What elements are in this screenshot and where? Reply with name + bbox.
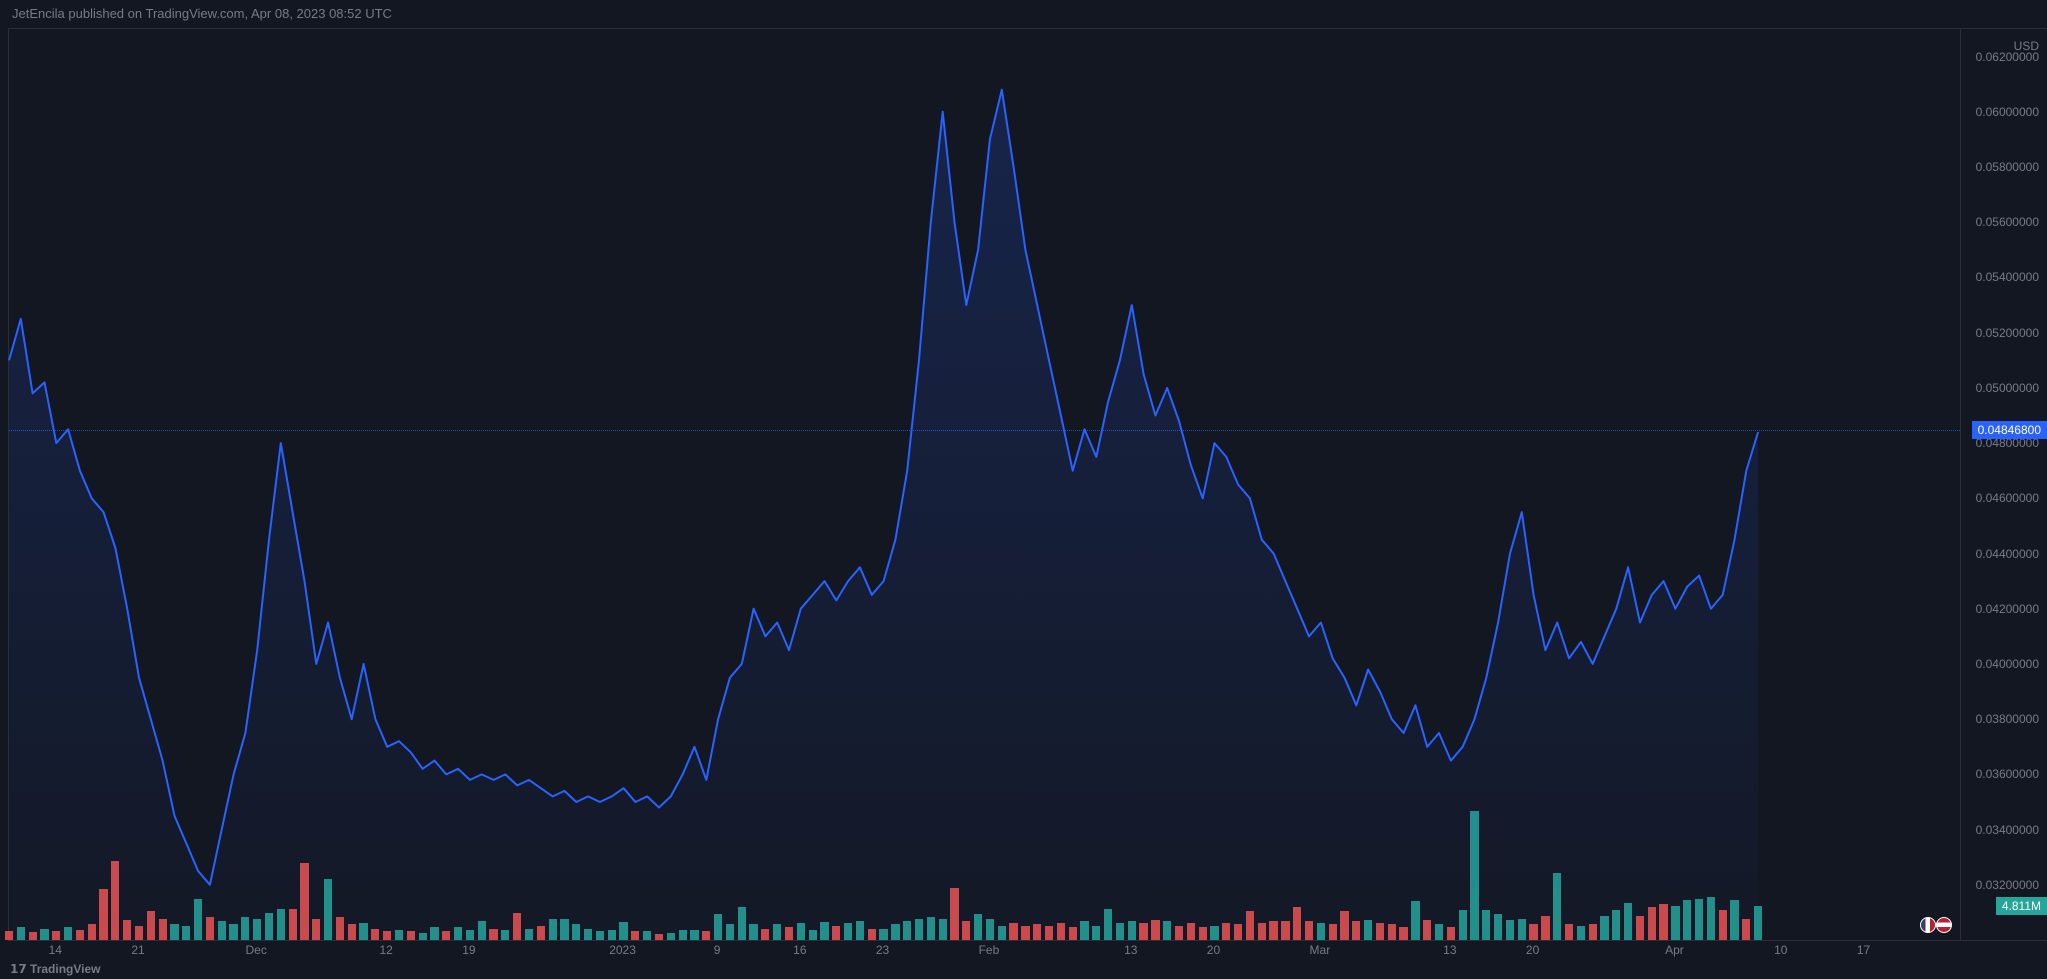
- x-tick-label: 14: [49, 943, 62, 957]
- y-tick-label: 0.03400000: [1976, 823, 2039, 837]
- y-tick-label: 0.06000000: [1976, 105, 2039, 119]
- x-tick-label: 20: [1526, 943, 1539, 957]
- x-tick-label: 19: [462, 943, 475, 957]
- x-tick-label: 2023: [609, 943, 636, 957]
- x-tick-label: 21: [131, 943, 144, 957]
- y-tick-label: 0.03200000: [1976, 878, 2039, 892]
- publish-timestamp: Apr 08, 2023 08:52 UTC: [251, 6, 392, 21]
- y-tick-label: 0.04400000: [1976, 547, 2039, 561]
- chart-area[interactable]: [8, 28, 1961, 941]
- chart-flags[interactable]: [1920, 916, 1952, 934]
- x-tick-label: Feb: [979, 943, 1000, 957]
- publish-header: JetEncila published on TradingView.com, …: [12, 6, 392, 21]
- published-text: published on: [68, 6, 142, 21]
- tradingview-logo-icon: 𝟭𝟳: [10, 962, 27, 976]
- x-tick-label: 9: [714, 943, 721, 957]
- x-tick-label: 13: [1124, 943, 1137, 957]
- x-tick-label: 13: [1443, 943, 1456, 957]
- x-tick-label: Mar: [1310, 943, 1331, 957]
- publisher-name: JetEncila: [12, 6, 65, 21]
- y-tick-label: 0.04000000: [1976, 657, 2039, 671]
- x-tick-label: 23: [876, 943, 889, 957]
- y-tick-label: 0.05200000: [1976, 326, 2039, 340]
- price-chart-svg: [9, 29, 1960, 940]
- site-link[interactable]: TradingView.com: [146, 6, 245, 21]
- y-tick-label: 0.05400000: [1976, 270, 2039, 284]
- y-axis[interactable]: USD 0.062000000.060000000.058000000.0560…: [1961, 28, 2047, 941]
- x-axis[interactable]: 14 21 Dec 12 19 2023 9 16 23 Feb 13 20 Mar 13 20 Apr 10 1…: [8, 941, 1961, 961]
- x-tick-label: 16: [793, 943, 806, 957]
- y-tick-label: 0.04200000: [1976, 602, 2039, 616]
- x-tick-label: Dec: [246, 943, 267, 957]
- y-tick-label: 0.03600000: [1976, 767, 2039, 781]
- y-tick-label: 0.03800000: [1976, 712, 2039, 726]
- x-tick-label: 12: [380, 943, 393, 957]
- y-tick-label: 0.06200000: [1976, 50, 2039, 64]
- brand-footer[interactable]: 𝟭𝟳 TradingView: [10, 962, 101, 976]
- current-volume-tag: 4.811M: [1996, 897, 2047, 915]
- current-price-tag: 0.04846800: [1972, 421, 2047, 439]
- y-tick-label: 0.05000000: [1976, 381, 2039, 395]
- x-tick-label: 10: [1774, 943, 1787, 957]
- y-tick-label: 0.05800000: [1976, 160, 2039, 174]
- x-tick-label: 17: [1857, 943, 1870, 957]
- flag-icon[interactable]: [1920, 917, 1936, 933]
- y-tick-label: 0.04600000: [1976, 491, 2039, 505]
- flag-icon[interactable]: [1936, 917, 1952, 933]
- x-tick-label: 20: [1207, 943, 1220, 957]
- chart-container: JetEncila published on TradingView.com, …: [0, 0, 2047, 979]
- y-tick-label: 0.05600000: [1976, 215, 2039, 229]
- x-tick-label: Apr: [1665, 943, 1684, 957]
